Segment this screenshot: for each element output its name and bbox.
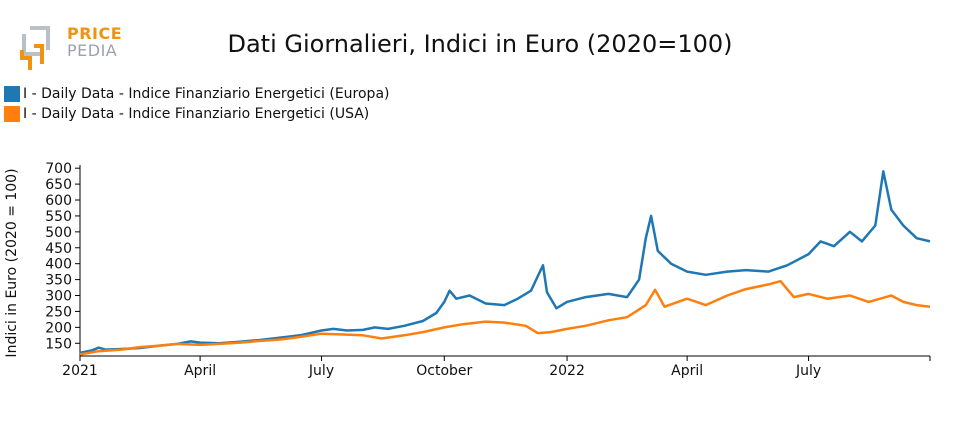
legend-item-europa[interactable]: I - Daily Data - Indice Finanziario Ener… [4, 84, 389, 104]
chart-title: Dati Giornalieri, Indici in Euro (2020=1… [227, 30, 733, 58]
y-tick-label: 700 [45, 161, 72, 177]
x-tick-label: April [671, 363, 703, 379]
series-layer [79, 170, 931, 356]
legend: I - Daily Data - Indice Finanziario Ener… [4, 84, 389, 124]
x-tick-label: July [795, 363, 821, 379]
legend-swatch-usa [4, 106, 20, 122]
series-line-usa [79, 279, 931, 356]
y-tick-label: 600 [45, 193, 72, 209]
legend-swatch-europa [4, 86, 20, 102]
y-tick-label: 450 [45, 241, 72, 257]
legend-label-europa: I - Daily Data - Indice Finanziario Ener… [23, 86, 390, 102]
x-tick-label: April [184, 363, 216, 379]
x-tick-label: July [308, 363, 334, 379]
legend-item-usa[interactable]: I - Daily Data - Indice Finanziario Ener… [4, 104, 389, 124]
y-tick-label: 550 [45, 209, 72, 225]
x-tick-label: 2021 [62, 363, 98, 379]
y-tick-label: 150 [45, 336, 72, 352]
y-tick-label: 300 [45, 289, 72, 305]
logo-mark-icon [20, 26, 50, 70]
x-tick-label: October [416, 363, 472, 379]
x-tick-label: 2022 [549, 363, 585, 379]
pricepedia-logo: PRICE PEDIA [20, 24, 130, 74]
logo-text-price: PRICE [67, 24, 123, 43]
logo-text-pedia: PEDIA [67, 41, 118, 60]
y-tick-label: 200 [45, 320, 72, 336]
legend-label-usa: I - Daily Data - Indice Finanziario Ener… [23, 106, 370, 122]
series-line-europa [79, 170, 931, 355]
y-tick-label: 400 [45, 257, 72, 273]
y-tick-label: 500 [45, 225, 72, 241]
y-tick-label: 650 [45, 177, 72, 193]
y-tick-label: 350 [45, 273, 72, 289]
y-tick-label: 250 [45, 304, 72, 320]
